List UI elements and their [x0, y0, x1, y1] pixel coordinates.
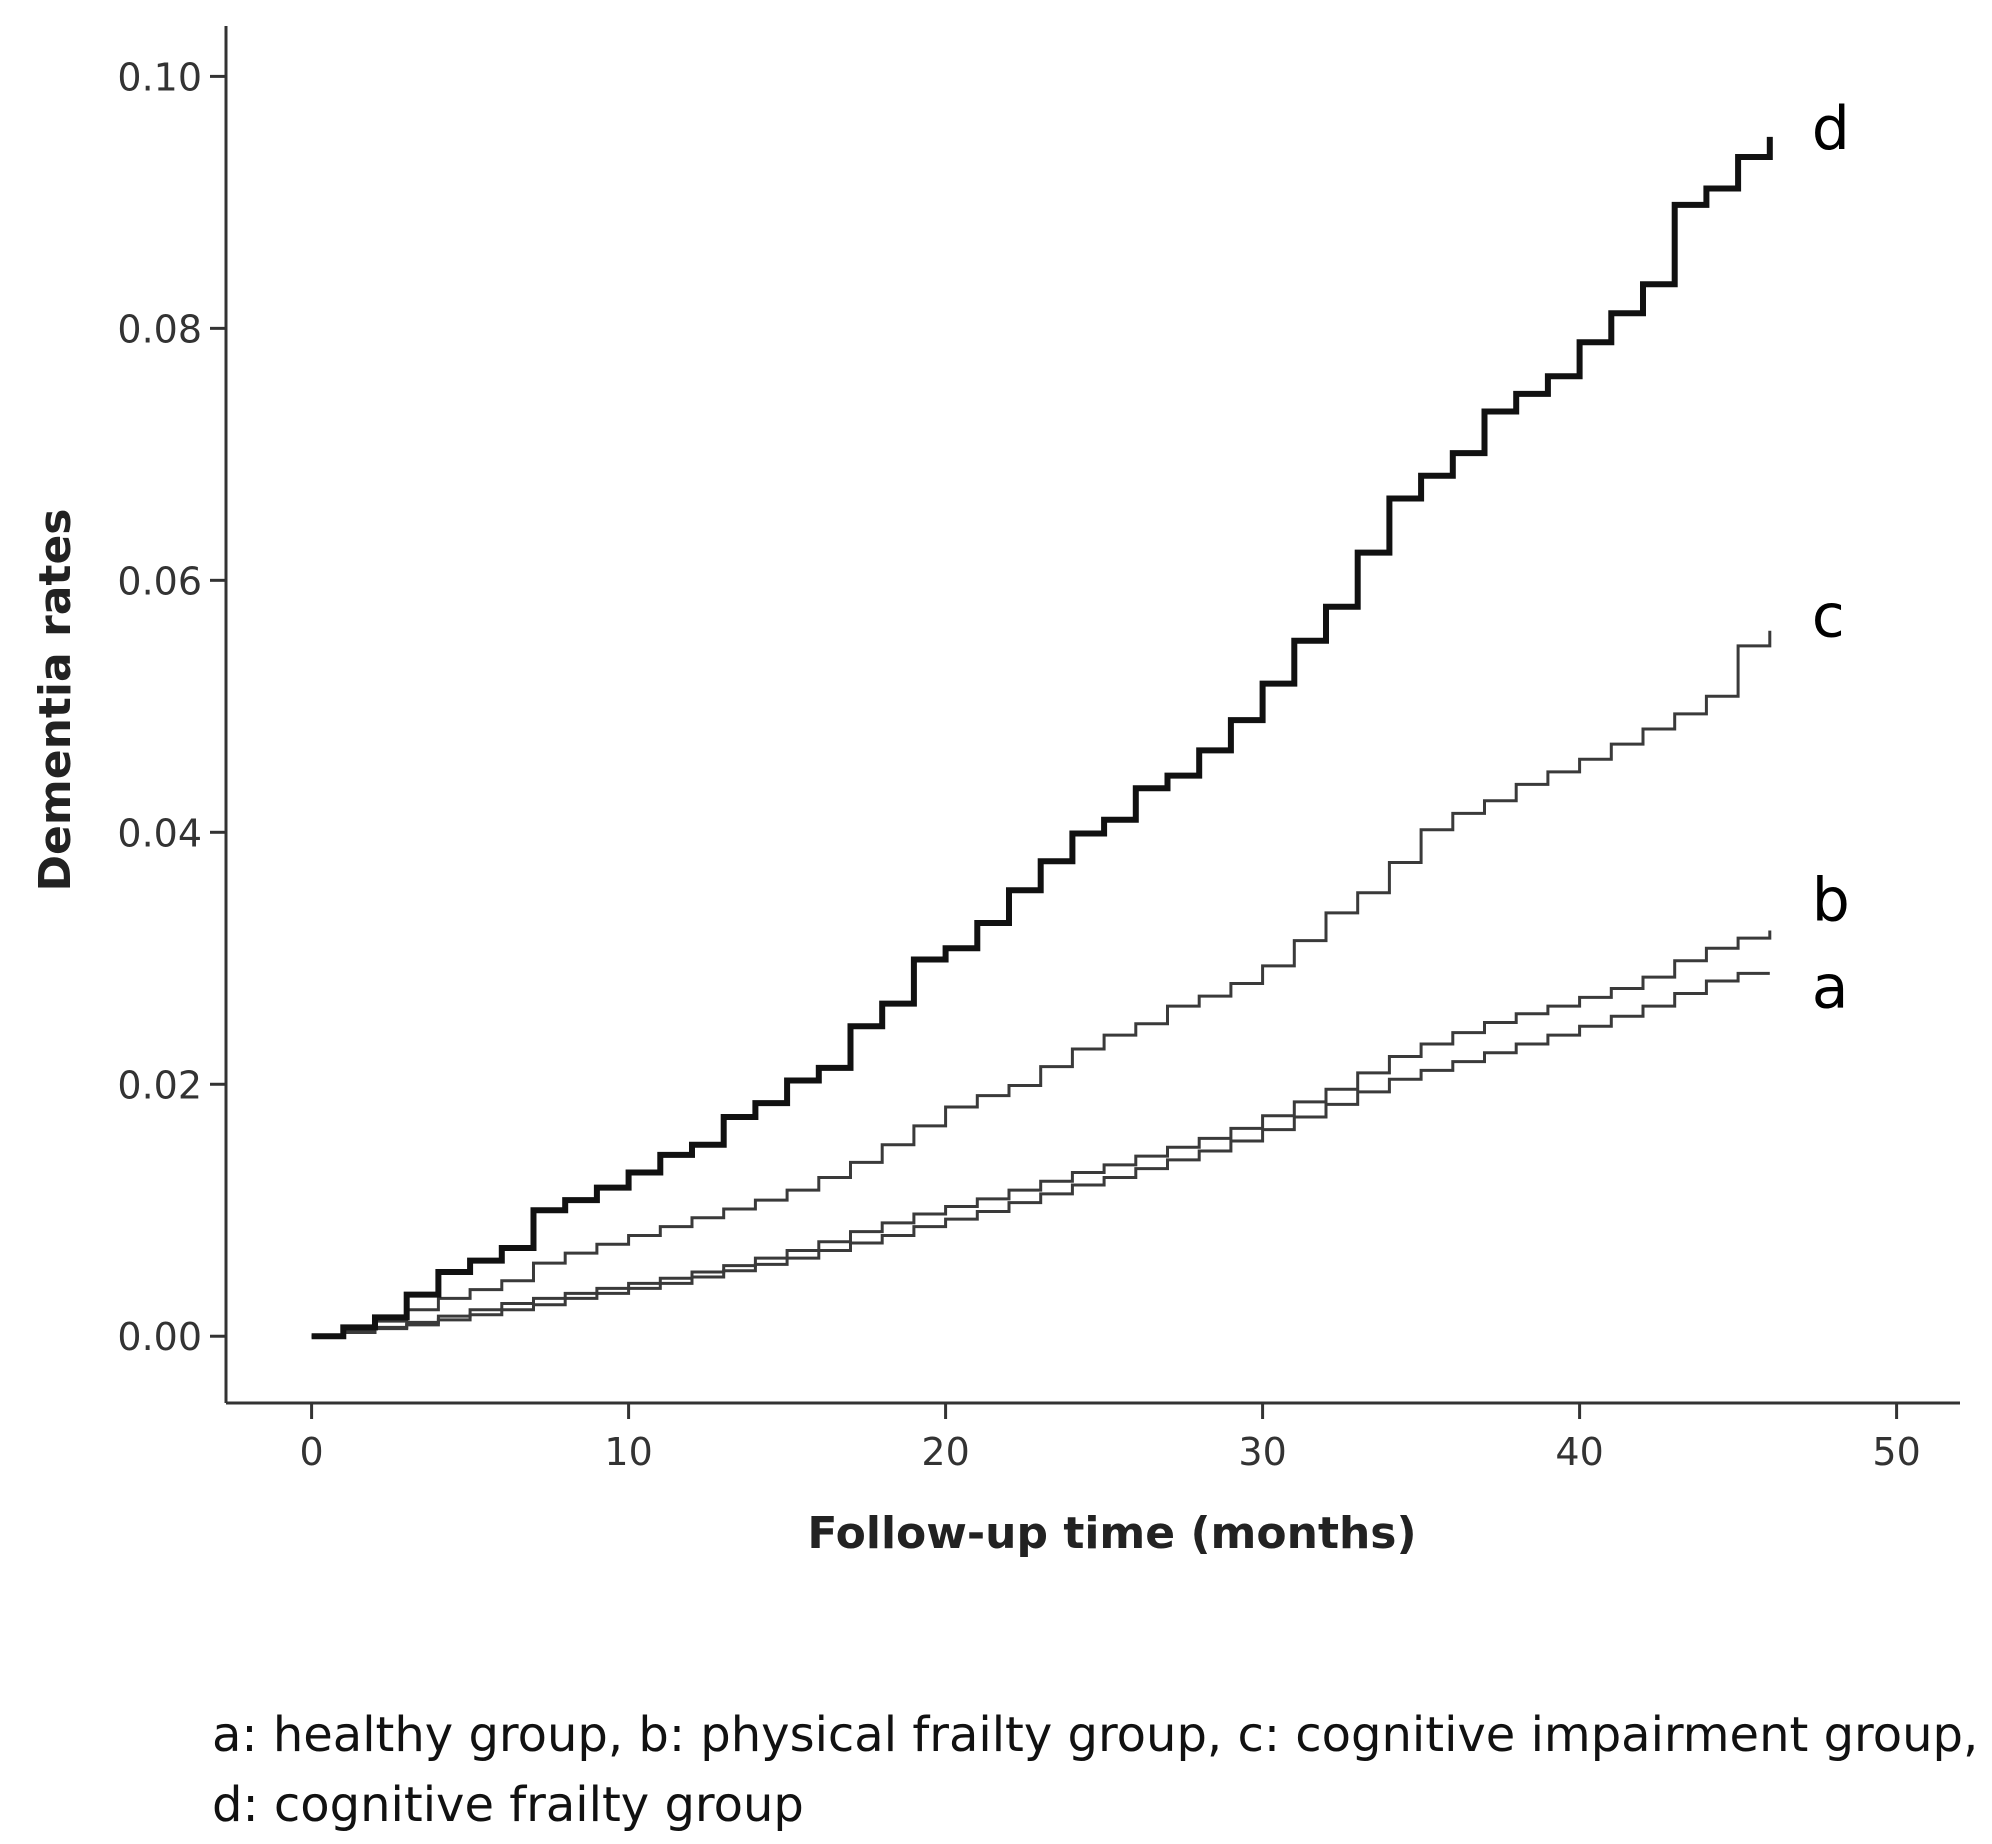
series-label-b: b — [1812, 866, 1850, 936]
caption-line-2: d: cognitive frailty group — [212, 1777, 804, 1833]
y-tick-label: 0.04 — [117, 811, 202, 855]
series-line-a — [311, 971, 1770, 1338]
axes — [224, 26, 1960, 1405]
y-tick-label: 0.02 — [117, 1063, 202, 1107]
y-axis-label: Dementia rates — [30, 509, 81, 892]
caption-line-1: a: healthy group, b: physical frailty gr… — [212, 1707, 1979, 1763]
x-axis-label: Follow-up time (months) — [807, 1508, 1416, 1559]
y-tick-label: 0.06 — [117, 559, 202, 603]
series-label-a: a — [1812, 952, 1849, 1022]
series-labels: ab c d — [1812, 94, 1850, 1023]
x-tick-label: 0 — [299, 1430, 323, 1474]
x-tick-label: 30 — [1238, 1430, 1286, 1474]
x-tick-label: 20 — [921, 1430, 969, 1474]
x-tick-label: 40 — [1555, 1430, 1603, 1474]
ticks: 0.00 0.02 0.04 0.06 0.08 0.10 0 10 20 30 40 50 — [117, 55, 1920, 1474]
series-line-b — [311, 930, 1772, 1338]
series-label-c: c — [1812, 582, 1845, 652]
x-tick-label: 10 — [604, 1430, 652, 1474]
series-lines — [311, 136, 1773, 1340]
y-tick-label: 0.00 — [117, 1315, 202, 1359]
series-label-d: d — [1812, 94, 1850, 164]
series-line-d — [311, 136, 1773, 1340]
x-tick-label: 50 — [1872, 1430, 1920, 1474]
caption: a: healthy group, b: physical frailty gr… — [212, 1700, 1979, 1840]
y-tick-label: 0.08 — [117, 307, 202, 351]
y-tick-label: 0.10 — [117, 55, 202, 99]
series-line-c — [311, 630, 1772, 1338]
